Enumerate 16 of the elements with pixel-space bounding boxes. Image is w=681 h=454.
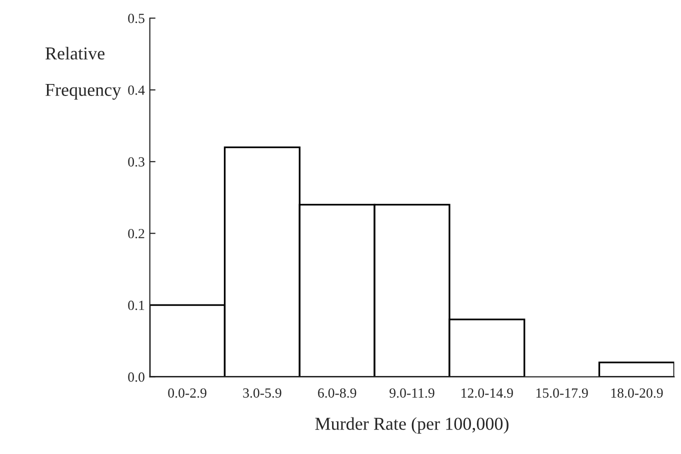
y-tick-label: 0.1 xyxy=(128,300,144,310)
x-tick-label: 9.0-11.9 xyxy=(390,388,434,398)
x-tick-label: 3.0-5.9 xyxy=(243,388,282,398)
x-tick-label: 15.0-17.9 xyxy=(536,388,588,398)
x-tick-label: 18.0-20.9 xyxy=(611,388,663,398)
y-tick-label: 0.5 xyxy=(128,14,144,24)
y-tick-label: 0.4 xyxy=(128,85,145,95)
x-tick-label: 0.0-2.9 xyxy=(168,388,206,398)
text: Relative Frequency xyxy=(45,46,122,100)
y-tick-label: 0.3 xyxy=(128,157,144,167)
x-tick-label: 6.0-8.9 xyxy=(318,388,356,398)
y-tick-label: 0.2 xyxy=(128,228,144,238)
x-axis-title: Murder Rate (per 100,000) xyxy=(315,417,508,434)
x-tick-label: 12.0-14.9 xyxy=(462,388,513,398)
bar xyxy=(598,362,674,377)
y-tick-label: 0.0 xyxy=(128,372,144,382)
